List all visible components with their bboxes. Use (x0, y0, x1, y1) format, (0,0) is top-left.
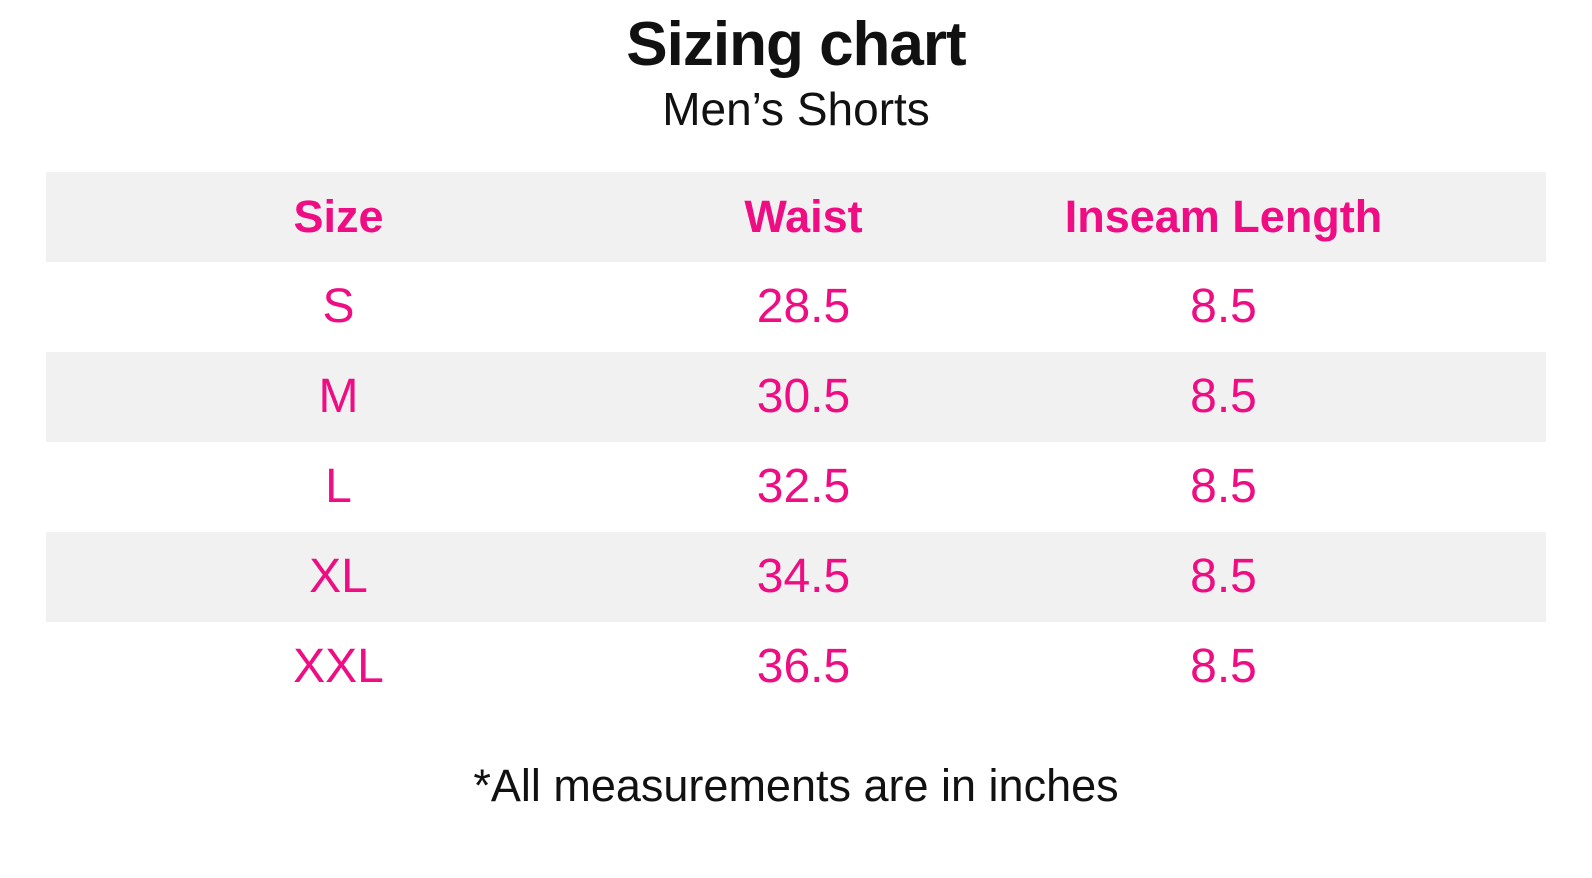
table-row-xl: XL 34.5 8.5 (46, 531, 1546, 622)
row-spacer (1471, 262, 1546, 352)
row-spacer (1471, 532, 1546, 622)
header-spacer (1471, 172, 1546, 262)
sizing-table: Size Waist Inseam Length S 28.5 8.5 M 30… (46, 171, 1546, 712)
waist-cell: 30.5 (756, 370, 851, 424)
row-spacer (1471, 352, 1546, 442)
footnote: *All measurements are in inches (473, 759, 1119, 811)
size-cell: S (322, 280, 355, 334)
table-row-s: S 28.5 8.5 (46, 262, 1546, 352)
size-cell: XL (309, 550, 368, 604)
table-row-m: M 30.5 8.5 (46, 351, 1546, 442)
size-cell: XXL (293, 640, 384, 694)
row-spacer (1471, 442, 1546, 532)
table-row-l: L 32.5 8.5 (46, 442, 1546, 532)
waist-cell: 32.5 (756, 460, 851, 514)
page-title: Sizing chart (626, 10, 966, 79)
inseam-cell: 8.5 (1190, 640, 1257, 694)
size-cell: L (325, 460, 352, 514)
waist-cell: 34.5 (756, 550, 851, 604)
size-cell: M (318, 370, 359, 424)
waist-cell: 36.5 (756, 640, 851, 694)
table-row-xxl: XXL 36.5 8.5 (46, 622, 1546, 712)
header-cell-waist: Waist (744, 190, 863, 242)
waist-cell: 28.5 (756, 280, 851, 334)
row-spacer (1471, 622, 1546, 712)
header-cell-size: Size (293, 190, 384, 242)
inseam-cell: 8.5 (1190, 370, 1257, 424)
inseam-cell: 8.5 (1190, 280, 1257, 334)
page-subtitle: Men’s Shorts (662, 83, 930, 136)
inseam-cell: 8.5 (1190, 550, 1257, 604)
table-header-row: Size Waist Inseam Length (46, 171, 1546, 262)
header-cell-inseam-length: Inseam Length (1064, 190, 1383, 242)
inseam-cell: 8.5 (1190, 460, 1257, 514)
